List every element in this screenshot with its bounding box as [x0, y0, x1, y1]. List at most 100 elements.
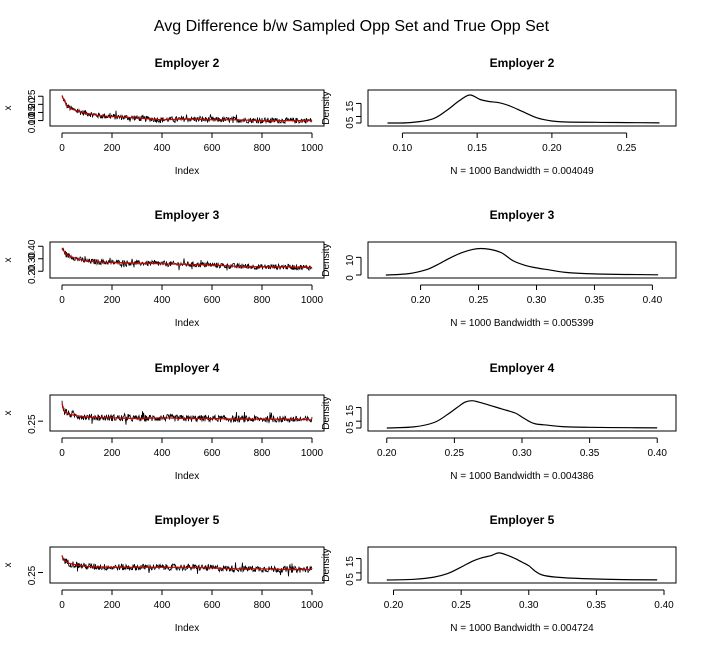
- y-tick-label: 0.25: [27, 565, 38, 585]
- panel-title: Employer 5: [490, 513, 555, 527]
- y-tick-label: 5: [345, 573, 356, 579]
- x-tick-label: 0.30: [519, 600, 539, 611]
- y-tick-label: 10: [345, 254, 356, 266]
- panel-title: Employer 3: [155, 208, 220, 222]
- y-tick-label: 0.15: [27, 105, 38, 125]
- y-tick-label: 15: [345, 556, 356, 568]
- x-tick-label: 200: [104, 448, 121, 459]
- y-tick-label: 0.20: [27, 264, 38, 284]
- x-axis-label: Index: [175, 623, 199, 634]
- y-tick-label: 5: [345, 421, 356, 427]
- trace-line: [61, 400, 313, 425]
- x-axis-label: N = 1000 Bandwidth = 0.004724: [450, 623, 594, 634]
- x-tick-label: 0.35: [580, 448, 600, 459]
- y-tick-label: 0.25: [27, 414, 38, 434]
- running-mean-line: [61, 555, 312, 571]
- x-tick-label: 200: [104, 600, 121, 611]
- density-curve: [386, 552, 658, 581]
- y-tick-label: 0: [345, 428, 356, 434]
- y-tick-label: 15: [345, 405, 356, 417]
- x-tick-label: 1000: [301, 143, 324, 154]
- y-axis-label: Density: [321, 396, 332, 429]
- x-tick-label: 200: [104, 295, 121, 306]
- x-axis-label: N = 1000 Bandwidth = 0.004049: [450, 166, 594, 177]
- panel-6: [356, 394, 677, 443]
- x-tick-label: 0.20: [384, 600, 404, 611]
- y-axis-label: Density: [321, 548, 332, 581]
- x-tick-label: 800: [254, 448, 271, 459]
- y-tick-label: 0.30: [27, 252, 38, 272]
- x-tick-label: 1000: [301, 295, 324, 306]
- x-tick-label: 800: [254, 600, 271, 611]
- x-tick-label: 400: [154, 143, 171, 154]
- x-tick-label: 0.35: [585, 295, 605, 306]
- x-tick-label: 0.25: [445, 448, 465, 459]
- running-mean-line: [61, 95, 312, 122]
- y-axis-label: x: [3, 563, 14, 568]
- x-tick-label: 600: [204, 600, 221, 611]
- x-tick-label: 0.35: [587, 600, 607, 611]
- panel-2: [356, 89, 677, 138]
- x-tick-label: 400: [154, 600, 171, 611]
- panel-8: [356, 546, 677, 595]
- running-mean-line: [61, 248, 313, 269]
- panel-1: [38, 89, 325, 138]
- x-tick-label: 0.40: [648, 448, 668, 459]
- x-tick-label: 200: [104, 143, 121, 154]
- y-tick-label: 0.10: [27, 113, 38, 133]
- x-tick-label: 0.25: [469, 295, 489, 306]
- x-tick-label: 0: [59, 448, 65, 459]
- panel-title: Employer 5: [155, 513, 220, 527]
- x-tick-label: 0.40: [654, 600, 674, 611]
- x-tick-label: 0: [59, 143, 65, 154]
- x-tick-label: 1000: [301, 600, 324, 611]
- y-tick-label: 0: [345, 275, 356, 281]
- panel-5: [38, 394, 325, 443]
- x-tick-label: 0.20: [542, 143, 562, 154]
- density-curve: [386, 400, 658, 429]
- y-tick-label: 5: [345, 116, 356, 122]
- y-axis-label: x: [3, 258, 14, 263]
- x-axis-label: Index: [175, 318, 199, 329]
- y-tick-label: 0.40: [27, 239, 38, 259]
- x-axis-label: N = 1000 Bandwidth = 0.004386: [450, 471, 594, 482]
- x-tick-label: 0.30: [527, 295, 547, 306]
- y-tick-label: 0.20: [27, 97, 38, 117]
- x-tick-label: 1000: [301, 448, 324, 459]
- panel-title: Employer 4: [490, 361, 555, 375]
- plot-frame: [367, 241, 677, 279]
- y-axis-label: Density: [321, 243, 332, 276]
- y-tick-label: 0.25: [27, 89, 38, 109]
- x-tick-label: 0.20: [411, 295, 431, 306]
- panel-title: Employer 3: [490, 208, 555, 222]
- x-tick-label: 0.40: [643, 295, 663, 306]
- plot-frame: [367, 394, 677, 432]
- x-tick-label: 0: [59, 295, 65, 306]
- x-tick-label: 400: [154, 448, 171, 459]
- trace-line: [61, 555, 313, 577]
- panel-title: Employer 2: [490, 56, 555, 70]
- x-tick-label: 800: [254, 143, 271, 154]
- panel-title: Employer 4: [155, 361, 220, 375]
- x-tick-label: 600: [204, 143, 221, 154]
- y-tick-label: 0: [345, 123, 356, 129]
- x-tick-label: 0.30: [512, 448, 532, 459]
- plot-frame: [367, 546, 677, 584]
- y-tick-label: 15: [345, 100, 356, 112]
- plot-frame: [49, 546, 325, 584]
- x-tick-label: 0: [59, 600, 65, 611]
- x-axis-label: N = 1000 Bandwidth = 0.005399: [450, 318, 594, 329]
- panel-7: [38, 546, 325, 595]
- x-tick-label: 400: [154, 295, 171, 306]
- plot-frame: [367, 89, 677, 127]
- x-tick-label: 0.25: [617, 143, 637, 154]
- x-axis-label: Index: [175, 471, 199, 482]
- y-tick-label: 0: [345, 580, 356, 586]
- panel-title: Employer 2: [155, 56, 220, 70]
- panel-3: [38, 241, 325, 290]
- plot-frame: [49, 89, 325, 127]
- x-axis-label: Index: [175, 166, 199, 177]
- density-curve: [385, 247, 659, 276]
- y-axis-label: x: [3, 106, 14, 111]
